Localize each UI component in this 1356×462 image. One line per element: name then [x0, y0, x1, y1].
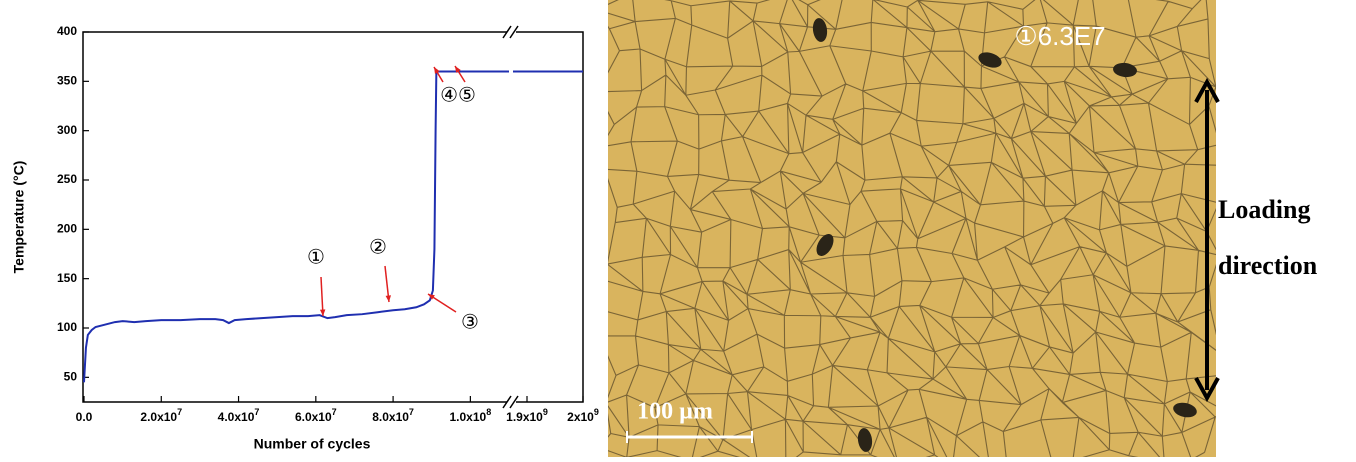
x-tick-exponent: 9: [594, 407, 599, 417]
y-tick-label: 100: [57, 320, 77, 334]
x-tick-text: 6.0x10: [295, 410, 332, 424]
x-tick-label: 8.0x107: [372, 407, 414, 424]
annotation: ③: [461, 310, 479, 334]
axis-break-gap: [507, 399, 516, 405]
x-tick-label: 1.0x108: [450, 407, 492, 424]
grain-boundaries: [608, 0, 1216, 457]
x-tick-label: 2.0x107: [140, 407, 182, 424]
data-line: [83, 70, 583, 383]
annotation-arrow-head: [434, 67, 440, 74]
y-axis-title: Temperature (°C): [11, 161, 27, 274]
axis-break-mark: [509, 395, 519, 409]
annotation: ①: [307, 245, 325, 269]
annotation-arrow-head: [385, 295, 391, 302]
x-tick-text: 4.0x10: [218, 410, 255, 424]
x-tick-text: 1.0x10: [450, 410, 487, 424]
x-tick-exponent: 7: [177, 407, 182, 417]
pore: [978, 52, 1002, 68]
x-tick-text: 2x10: [567, 410, 594, 424]
annotation-arrow-head: [319, 309, 326, 316]
scale-bar-label: 100 µm: [637, 399, 713, 425]
y-tick-label: 250: [57, 172, 77, 186]
y-tick-label: 50: [64, 370, 78, 384]
x-tick-label: 6.0x107: [295, 407, 337, 424]
y-tick-label: 150: [57, 271, 77, 285]
x-tick-text: 1.9x10: [506, 410, 543, 424]
micrograph-label: ①6.3E7: [1014, 21, 1105, 51]
y-tick-label: 350: [57, 74, 77, 88]
y-tick-label: 300: [57, 123, 77, 137]
micrograph: [608, 0, 1216, 457]
axis-break-mark: [509, 25, 519, 39]
x-tick-exponent: 9: [543, 407, 548, 417]
annotation: ②: [369, 235, 387, 259]
pore: [857, 428, 873, 452]
pore: [812, 18, 828, 42]
pore: [1173, 402, 1197, 418]
direction-label: direction: [1218, 251, 1318, 280]
pore: [1113, 62, 1137, 78]
arrow-head: [1194, 77, 1220, 103]
x-tick-exponent: 8: [486, 407, 491, 417]
arrow-head: [1194, 377, 1220, 403]
x-tick-exponent: 7: [332, 407, 337, 417]
x-tick-label: 0.0: [76, 410, 93, 424]
x-tick-exponent: 7: [409, 407, 414, 417]
x-tick-exponent: 7: [254, 407, 259, 417]
axis-break-mark: [502, 25, 512, 39]
y-tick-label: 200: [57, 222, 77, 236]
axis-break-gap: [507, 29, 516, 35]
annotation-arrow: [320, 276, 324, 317]
pore: [816, 234, 834, 256]
x-tick-label: 2x109: [567, 407, 599, 424]
x-axis-title: Number of cycles: [254, 436, 371, 452]
axis-break-mark: [502, 395, 512, 409]
x-tick-label: 4.0x107: [218, 407, 260, 424]
x-tick-text: 8.0x10: [372, 410, 409, 424]
x-tick-label: 1.9x109: [506, 407, 548, 424]
x-tick-text: 2.0x10: [140, 410, 177, 424]
x-tick-text: 0.0: [76, 410, 93, 424]
annotation-arrow-head: [455, 66, 461, 73]
annotation-arrow-head: [428, 294, 435, 300]
direction-label: Loading: [1218, 195, 1311, 224]
y-tick-label: 400: [57, 24, 77, 38]
plot-frame: [82, 31, 584, 403]
annotation: ④⑤: [440, 83, 476, 107]
